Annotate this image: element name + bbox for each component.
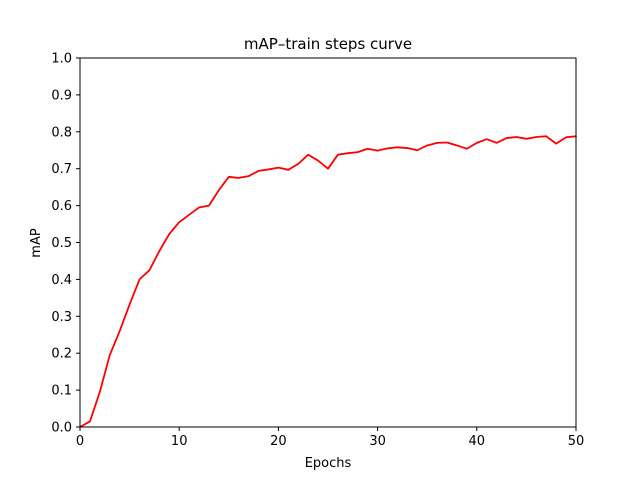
y-tick-label: 0.2 [51, 347, 72, 362]
y-tick-label: 0.4 [51, 273, 72, 288]
chart-title: mAP–train steps curve [244, 35, 412, 53]
x-tick-label: 40 [469, 434, 486, 449]
y-axis-label: mAP [29, 228, 44, 258]
x-axis-label: Epochs [305, 456, 352, 471]
x-tick-label: 10 [171, 434, 188, 449]
y-tick-label: 0.6 [51, 199, 72, 214]
y-tick-label: 0.7 [51, 162, 72, 177]
y-tick-label: 0.8 [51, 125, 72, 140]
series-line-0 [79, 135, 577, 428]
y-tick-label: 0.0 [51, 421, 72, 436]
y-tick-label: 1.0 [51, 52, 72, 67]
x-tick-label: 20 [270, 434, 287, 449]
y-tick-label: 0.1 [51, 384, 72, 399]
plot-area: 0 10 20 30 40 50 0.0 0.1 0.2 0.3 0.4 0.5 0.6 0.7 0.8 0.… [51, 52, 584, 450]
y-tick-label: 0.3 [51, 310, 72, 325]
y-tick-label: 0.9 [51, 88, 72, 103]
x-tick-label: 30 [369, 434, 386, 449]
x-tick-label: 0 [76, 434, 84, 449]
x-tick-label: 50 [568, 434, 585, 449]
plot-frame [79, 57, 577, 428]
y-tick-label: 0.5 [51, 236, 72, 251]
